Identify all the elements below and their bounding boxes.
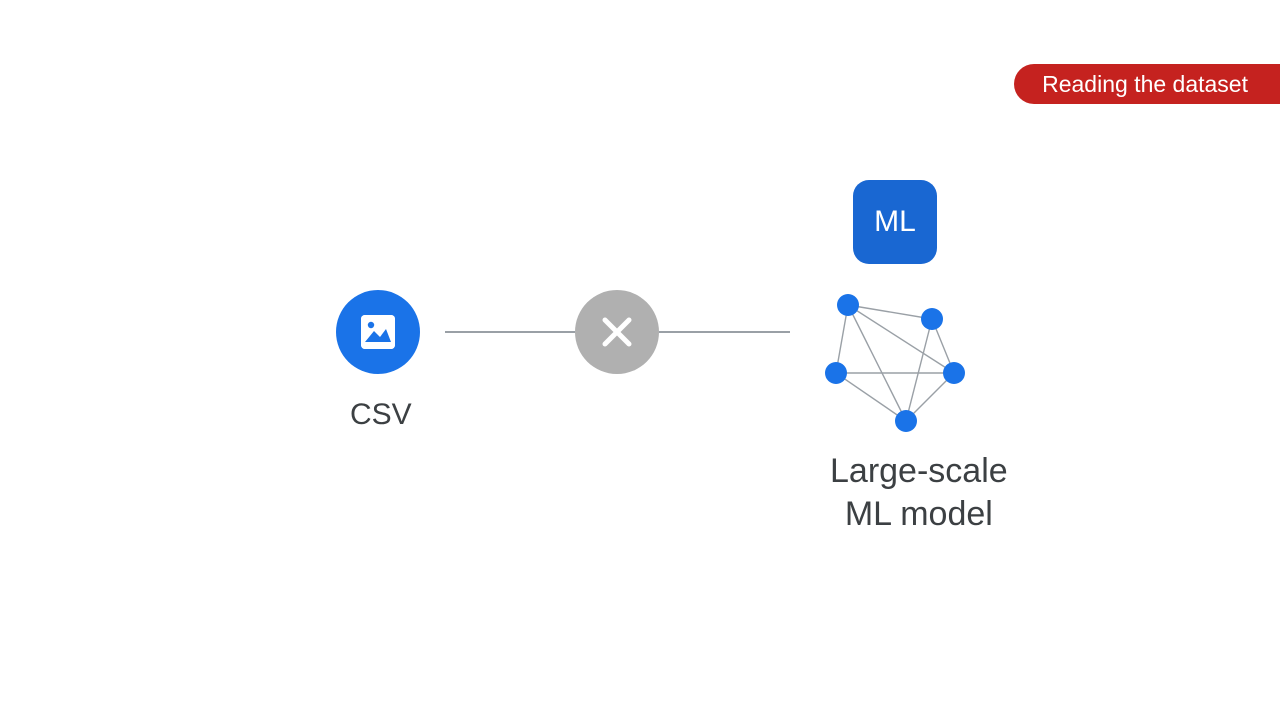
title-banner: Reading the dataset [1014,64,1280,104]
connector-line-2 [659,331,790,333]
csv-label: CSV [350,398,412,432]
blocked-node [575,290,659,374]
csv-node [336,290,420,374]
network-graph-icon [820,285,970,435]
ml-badge-label: ML [874,205,916,239]
ml-caption: Large-scaleML model [830,450,1008,535]
connector-line-1 [445,331,575,333]
close-icon [597,312,637,352]
title-banner-text: Reading the dataset [1042,71,1248,98]
image-file-icon [361,315,395,349]
ml-badge: ML [853,180,937,264]
